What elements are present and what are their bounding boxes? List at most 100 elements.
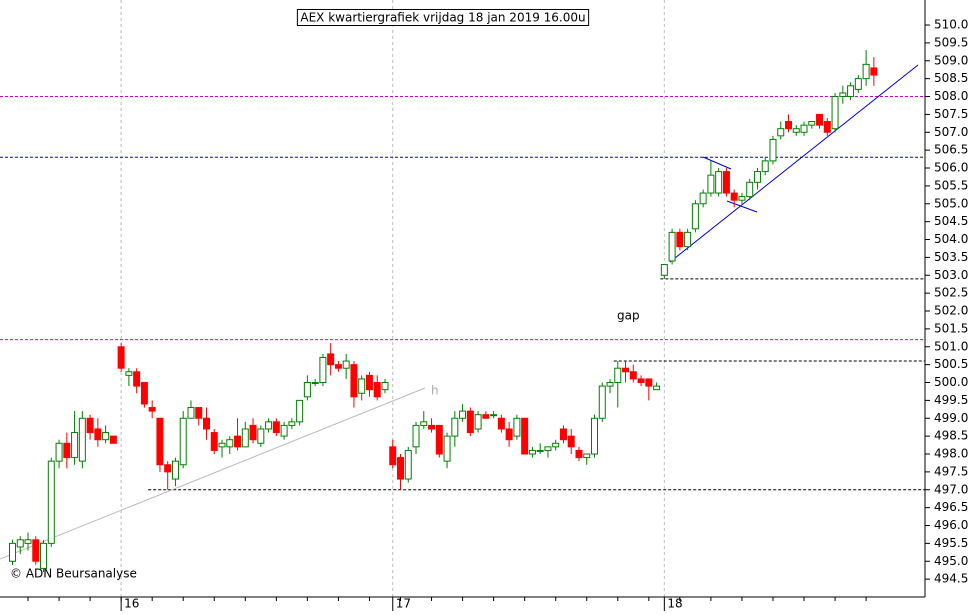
candle-body [660,264,668,276]
candle-body [257,428,265,444]
candle-body [241,428,249,448]
candle-body [350,364,358,398]
candle-body [668,231,676,262]
candle-body [9,542,16,562]
y-tick-label: 502.0 [934,304,968,318]
y-tick-label: 510.0 [934,18,968,32]
candle-body [140,382,148,405]
y-tick-label: 495.5 [934,536,968,550]
candle-body [148,407,156,412]
candle-body [420,421,428,426]
candle-body [490,414,498,417]
candle-body [428,424,436,430]
candle-body [319,356,327,384]
candle-body [272,421,280,434]
candle-body [645,378,653,387]
y-tick-label: 498.0 [934,447,968,461]
candle-body [358,378,366,394]
candle-body [513,417,521,437]
title-box [296,9,590,26]
candle-body [769,138,777,162]
candle-body [808,121,816,126]
trend-line [0,387,426,560]
candle-body [552,442,560,448]
candle-body [629,371,637,380]
candle-body [521,417,529,455]
candle-body [125,371,133,376]
candle-body [777,128,785,137]
candle-body [296,399,304,423]
candle-body [288,421,296,426]
candle-body [591,417,598,455]
candle-body [862,63,870,80]
y-tick-label: 504.5 [934,214,968,228]
candle-body [311,382,319,385]
candle-body [171,460,179,480]
candle-body [839,92,847,98]
candle-body [528,449,536,455]
candle-body [234,435,242,448]
candle-body [637,378,645,384]
candle-body [854,78,862,90]
candle-body [389,446,397,466]
candle-body [24,539,32,544]
candle-body [583,453,591,459]
y-tick-label: 501.5 [934,321,968,335]
candle-body [761,160,769,173]
candle-body [707,174,715,194]
candle-body [195,407,203,419]
candle-body [482,414,490,419]
candle-body [622,367,630,373]
y-tick-label: 498.5 [934,429,968,443]
candle-body [699,192,707,205]
candle-body [40,542,48,569]
candle-body [303,382,311,398]
candle-body [459,410,467,419]
candle-body [203,417,210,430]
candle-body [381,382,389,391]
y-tick-label: 504.0 [934,232,968,246]
y-tick-label: 505.5 [934,178,968,192]
x-tick-label: 17 [396,597,411,611]
candle-body [334,364,342,369]
candle-body [567,435,575,448]
credit: © ADN Beursanalyse [10,567,137,581]
candle-body [365,374,373,391]
y-tick-label: 494.5 [934,572,968,586]
candle-body [676,231,684,248]
candle-body [435,424,443,455]
candle-body [32,539,40,562]
annotation: gap [617,309,640,323]
candle-body [109,435,117,444]
trend-line [702,156,732,170]
annotation: h [431,384,439,398]
chart-title: AEX kwartiergrafiek vrijdag 18 jan 2019 … [300,11,585,25]
trend-line [726,200,758,213]
candle-body [653,385,661,391]
y-tick-label: 499.5 [934,393,968,407]
candle-body [55,442,63,462]
candle-body [575,449,583,459]
candle-body [606,382,614,387]
candle-body [847,85,855,98]
y-tick-label: 507.0 [934,125,968,139]
candle-body [466,410,474,434]
y-tick-label: 495.0 [934,554,968,568]
candle-body [738,196,746,201]
y-tick-label: 497.0 [934,482,968,496]
y-tick-label: 506.5 [934,143,968,157]
candle-body [715,171,723,194]
candle-body [218,442,226,448]
y-tick-label: 503.0 [934,268,968,282]
candle-body [823,121,831,133]
candle-body [156,417,164,466]
x-tick-label: 18 [667,597,682,611]
candle-body [327,353,335,366]
candle-body [71,432,79,459]
candle-body [831,96,839,130]
candle-body [412,424,420,448]
candle-body [443,435,451,462]
candle-body [94,428,102,441]
